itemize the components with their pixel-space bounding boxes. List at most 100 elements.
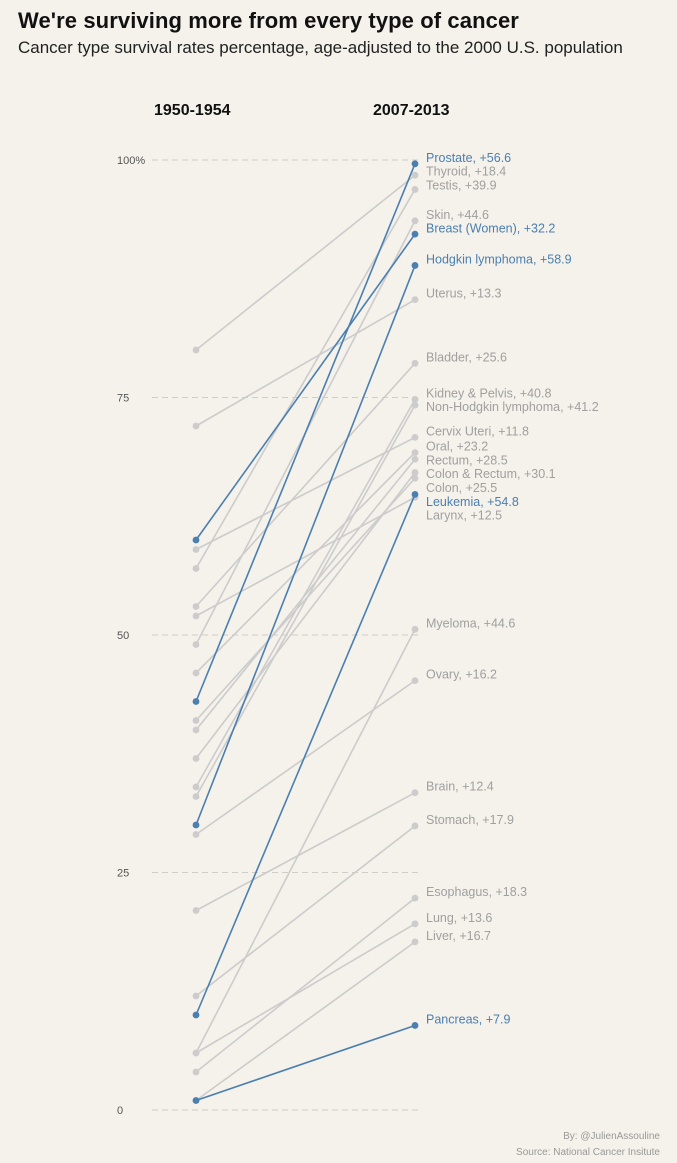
end-point xyxy=(411,160,419,168)
series-line xyxy=(195,791,416,912)
series-line xyxy=(195,436,416,551)
start-point xyxy=(192,793,200,800)
end-point xyxy=(411,920,419,928)
y-tick-label: 75 xyxy=(117,393,129,405)
credit-source: Source: National Cancer Insitute xyxy=(516,1147,660,1158)
series-end-label: Liver, +16.7 xyxy=(426,929,491,943)
series-line xyxy=(195,628,416,1054)
start-point xyxy=(192,831,200,838)
end-point xyxy=(411,396,419,403)
series-line xyxy=(195,404,416,797)
grid-layer: 0 25 50 75 100% xyxy=(117,155,418,1117)
credit-author: By: @JulienAssouline xyxy=(563,1131,660,1142)
start-point xyxy=(192,992,200,1000)
end-point xyxy=(411,171,419,179)
end-point xyxy=(411,230,419,238)
end-point xyxy=(411,625,419,633)
series-line xyxy=(195,458,416,731)
y-tick-label: 0 xyxy=(117,1105,123,1117)
start-point xyxy=(192,536,200,544)
start-point xyxy=(192,1097,200,1104)
series-line xyxy=(195,496,416,617)
series-end-label: Oral, +23.2 xyxy=(426,440,488,454)
series-end-label: Prostate, +56.6 xyxy=(426,151,511,165)
y-tick-label: 100% xyxy=(117,155,145,167)
series-line xyxy=(195,897,416,1073)
start-point xyxy=(192,907,200,914)
series-line xyxy=(195,174,416,351)
series-line xyxy=(195,163,416,702)
start-point xyxy=(192,726,200,734)
end-point xyxy=(411,434,419,441)
start-point xyxy=(192,821,200,829)
end-point xyxy=(411,262,419,269)
series-line xyxy=(195,452,416,674)
series-end-label: Larynx, +12.5 xyxy=(426,509,502,523)
end-point xyxy=(411,822,419,830)
series-end-label: Bladder, +25.6 xyxy=(426,350,507,364)
series-line xyxy=(195,233,416,541)
start-point xyxy=(192,565,200,572)
start-point xyxy=(192,1049,200,1057)
series-end-label: Testis, +39.9 xyxy=(426,178,497,192)
series-end-label: Ovary, +16.2 xyxy=(426,668,497,682)
series-end-label: Pancreas, +7.9 xyxy=(426,1012,510,1026)
series-end-label: Thyroid, +18.4 xyxy=(426,165,506,179)
start-point xyxy=(192,669,200,677)
series-end-label: Uterus, +13.3 xyxy=(426,287,501,301)
column-header-start: 1950-1954 xyxy=(154,102,231,119)
series-end-label: Breast (Women), +32.2 xyxy=(426,222,555,236)
series-line xyxy=(195,941,416,1102)
end-point xyxy=(411,491,419,498)
start-point xyxy=(192,717,200,724)
series-line xyxy=(195,494,416,1016)
series-line xyxy=(195,298,416,427)
end-point xyxy=(411,449,419,456)
end-point xyxy=(411,455,419,463)
series-end-label: Brain, +12.4 xyxy=(426,780,494,794)
series-end-label: Leukemia, +54.8 xyxy=(426,495,519,509)
highlight-series-layer xyxy=(192,160,419,1104)
start-point xyxy=(192,783,200,791)
end-point xyxy=(411,789,419,797)
start-point xyxy=(192,422,200,430)
series-line xyxy=(195,923,416,1054)
end-point xyxy=(411,1022,419,1029)
series-end-label: Kidney & Pelvis, +40.8 xyxy=(426,386,551,400)
chart-title: We're surviving more from every type of … xyxy=(18,8,519,33)
y-tick-label: 50 xyxy=(117,630,129,642)
series-line xyxy=(195,362,416,608)
series-end-label: Rectum, +28.5 xyxy=(426,453,508,467)
series-end-label: Myeloma, +44.6 xyxy=(426,616,515,630)
series-line xyxy=(195,825,416,997)
series-end-label: Stomach, +17.9 xyxy=(426,813,514,827)
series-line xyxy=(195,265,416,826)
series-line xyxy=(195,679,416,836)
end-point xyxy=(411,359,419,367)
series-end-label: Hodgkin lymphoma, +58.9 xyxy=(426,252,572,266)
series-end-label: Colon & Rectum, +30.1 xyxy=(426,467,556,481)
series-line xyxy=(195,399,416,788)
y-tick-label: 25 xyxy=(117,868,129,880)
series-line xyxy=(195,472,416,759)
start-point xyxy=(192,603,200,610)
start-point xyxy=(192,755,200,762)
series-end-label: Lung, +13.6 xyxy=(426,911,492,925)
start-point xyxy=(192,546,200,553)
series-line xyxy=(195,1024,416,1102)
series-end-label: Cervix Uteri, +11.8 xyxy=(426,424,529,438)
start-point xyxy=(192,1011,200,1019)
end-point xyxy=(411,938,419,946)
end-point xyxy=(411,677,419,684)
start-point xyxy=(192,346,200,354)
series-end-label: Skin, +44.6 xyxy=(426,208,489,222)
column-header-end: 2007-2013 xyxy=(373,102,450,119)
end-point xyxy=(411,186,419,193)
start-point xyxy=(192,641,200,648)
end-point xyxy=(411,296,419,304)
start-point xyxy=(192,698,200,705)
end-point xyxy=(411,469,419,476)
muted-series-layer xyxy=(192,171,419,1104)
end-point xyxy=(411,401,419,409)
